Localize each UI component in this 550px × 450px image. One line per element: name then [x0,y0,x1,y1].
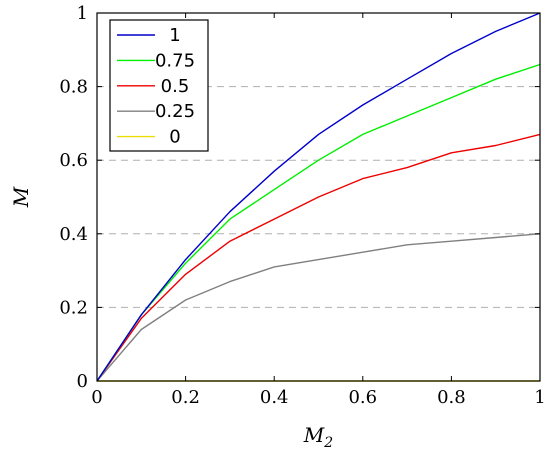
x-tick-label-3: 0.6 [348,387,377,408]
y-tick-label-5: 1 [77,3,88,24]
plot-frame [96,12,541,382]
y-tick-label-1: 0.2 [59,297,88,318]
legend-label-3: 0.25 [155,101,195,122]
legend-label-4: 0 [169,127,180,148]
series-line-1 [96,63,541,382]
x-tick-label-5: 1 [534,387,545,408]
y-tick-label-4: 0.8 [59,77,88,98]
y-tick-label-2: 0.4 [59,224,88,245]
x-axis-label-subscript: 2 [323,435,333,450]
y-tick-label-0: 0 [77,371,88,392]
legend: 1 0.75 0.5 0.25 0 [109,19,209,152]
y-axis-label: M [9,186,33,208]
x-tick-label-4: 0.8 [437,387,466,408]
legend-label-1: 0.75 [155,50,195,71]
x-axis-label: M2 [303,423,333,450]
series-line-3 [96,233,541,382]
x-tick-label-0: 0 [91,387,102,408]
legend-label-0: 1 [169,25,180,46]
x-axis-label-main: M [303,423,325,447]
series-line-2 [96,133,541,382]
axis-ticks: 0 0.2 0.4 0.6 0.8 1 0 0.2 0.4 0.6 0.8 1 [59,3,545,408]
x-tick-label-2: 0.4 [260,387,289,408]
y-tick-label-3: 0.6 [59,150,88,171]
series-line-0 [96,12,541,382]
x-tick-label-1: 0.2 [171,387,200,408]
legend-label-2: 0.5 [161,76,190,97]
